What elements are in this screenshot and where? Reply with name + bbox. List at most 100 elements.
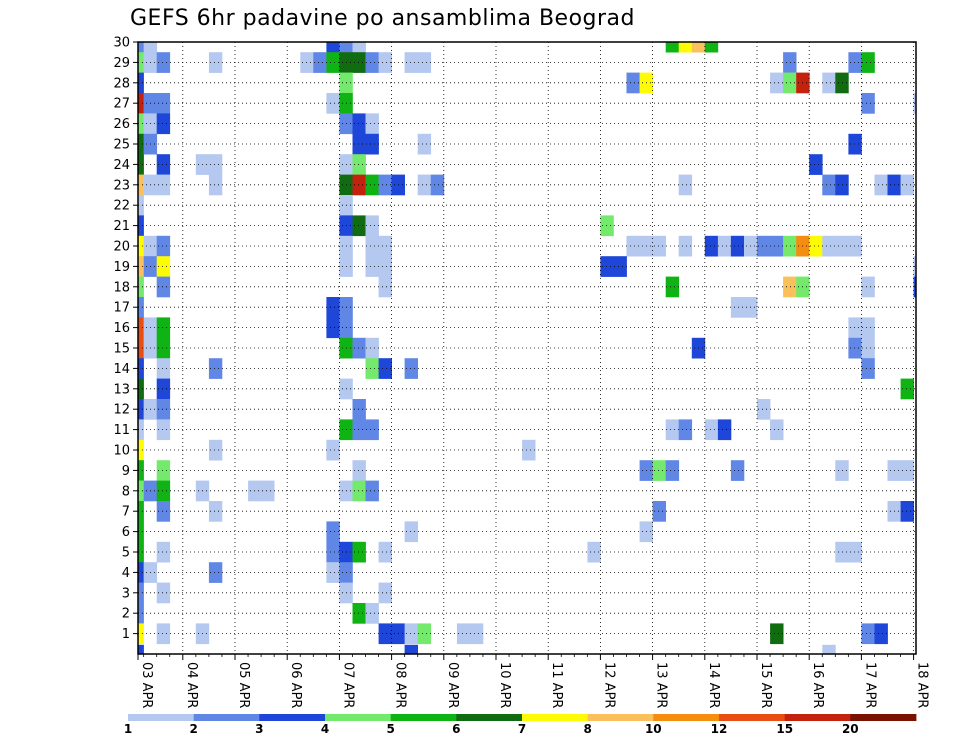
heatmap-cell [665,42,680,53]
y-tick-label: 13 [113,382,130,397]
y-tick-label: 10 [113,444,130,459]
y-tick-label: 28 [113,76,130,91]
heatmap-cell [138,42,144,53]
colorbar-segment [784,714,851,721]
heatmap-cell [138,154,144,175]
heatmap-cell [138,439,144,461]
heatmap-cell [861,276,875,298]
heatmap-cell [156,399,171,420]
heatmap-cell [138,195,144,216]
colorbar-segment [587,714,654,721]
heatmap-cell [691,42,706,53]
heatmap-cell [138,297,144,318]
heatmap-cell [138,541,144,563]
heatmap-cell [378,235,392,257]
heatmap-cell [365,174,379,196]
heatmap-cell [469,623,484,645]
colorbar-segment [719,714,786,721]
heatmap-cell [138,582,144,604]
heatmap-cell [208,52,223,73]
heatmap-cell [665,419,680,441]
heatmap-cell [652,460,666,481]
colorbar-segment [390,714,457,721]
y-tick-label: 24 [113,158,130,173]
heatmap-cell [704,42,719,53]
heatmap-cell [848,541,862,563]
heatmap-cell [365,235,379,257]
colorbar-segment [128,714,195,721]
heatmap-cell [365,215,379,237]
y-tick-label: 20 [113,240,130,255]
heatmap-cell [783,72,797,94]
heatmap-cell [874,623,888,645]
heatmap-cell [861,52,875,73]
heatmap-cell [138,378,144,400]
x-tick-label: 16 APR [810,662,825,708]
heatmap-cell [717,235,732,257]
heatmap-cell [665,276,680,298]
heatmap-cell [208,154,223,175]
heatmap-cell [339,42,353,53]
x-tick-label: 12 APR [601,662,616,708]
heatmap-cell [352,460,366,481]
x-axis: 03 APR 04 APR 05 APR 06 APR 07 APR 08 APR 09 A… [137,654,930,708]
heatmap-cell [156,419,171,441]
heatmap-cell [138,603,144,624]
heatmap-cell [138,337,144,359]
heatmap-cell [404,521,418,543]
heatmap-cell [138,256,144,277]
y-tick-label: 1 [122,627,130,642]
y-tick-label: 25 [113,138,130,153]
heatmap-cell [156,582,171,604]
heatmap-cell [208,562,223,583]
heatmap-cell [156,541,171,563]
heatmap-cell [352,133,366,155]
grid-lines [138,41,916,654]
heatmap-cell [900,378,914,400]
heatmap-cell [138,133,144,155]
heatmap-cell [156,460,171,481]
heatmap-cell [783,276,797,298]
heatmap-cell [770,72,784,94]
heatmap-cell [156,52,171,73]
heatmap-cell [138,72,144,94]
heatmap-cell [365,133,379,155]
heatmap-cell [138,644,144,655]
colorbar: 1 2 3 4 5 6 7 8 10 12 15 20 [124,714,917,736]
heatmap-cell [900,174,914,196]
heatmap-cell [678,42,693,53]
heatmap-cell [417,174,432,196]
x-tick-label: 07 APR [340,662,355,708]
heatmap-cell [900,460,914,481]
heatmap-cell [861,317,875,339]
heatmap-cell [326,42,340,53]
heatmap-cell [326,439,340,461]
colorbar-label: 7 [518,722,526,736]
heatmap-cell [848,317,862,339]
heatmap-cell [156,113,171,135]
heatmap-cell [138,562,144,583]
heatmap-cell [822,174,836,196]
colorbar-label: 2 [190,722,198,736]
heatmap-cell [665,460,680,481]
heatmap-cell [326,297,340,318]
x-tick-label: 03 APR [139,662,154,708]
heatmap-cells [138,42,917,655]
heatmap-cell [378,52,392,73]
heatmap-cell [156,623,171,645]
colorbar-segment [259,714,326,721]
heatmap-cell [138,480,144,502]
x-tick-label: 06 APR [288,662,303,708]
heatmap-cell [156,256,171,277]
heatmap-cell [352,541,366,563]
heatmap-cell [326,93,340,114]
heatmap-cell [352,603,366,624]
heatmap-cell [378,174,392,196]
y-tick-label: 30 [113,36,130,51]
heatmap-cell [848,235,862,257]
heatmap-cell [378,541,392,563]
heatmap-cell [156,501,171,522]
heatmap-cell [156,378,171,400]
heatmap-cell [208,439,223,461]
